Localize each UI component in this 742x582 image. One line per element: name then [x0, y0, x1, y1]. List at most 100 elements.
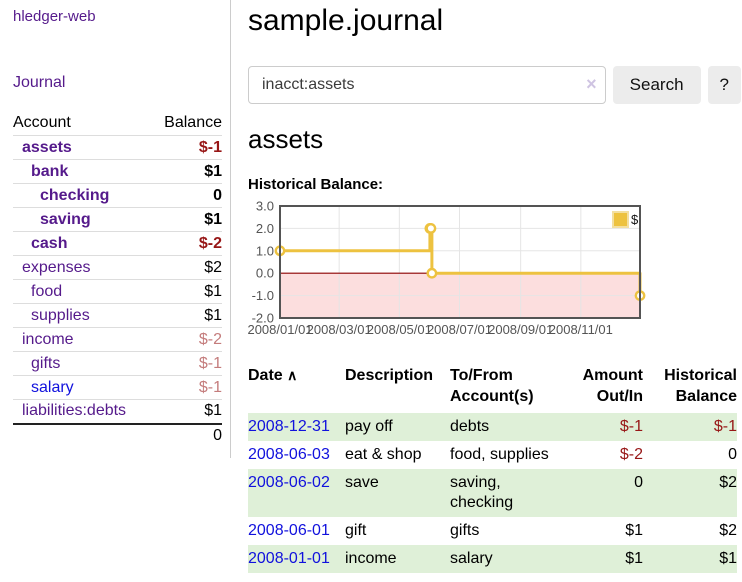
help-button[interactable]: ? [707, 66, 741, 104]
account-balance: $1 [204, 162, 222, 180]
transaction-description: save [345, 474, 379, 491]
account-row: saving $1 [13, 207, 222, 232]
transaction-date[interactable]: 2008-06-03 [248, 441, 345, 469]
account-row: gifts $-1 [13, 351, 222, 376]
register-row: 2008-06-01 gift gifts $1 $2 [248, 517, 737, 545]
account-link[interactable]: cash [31, 234, 68, 252]
transaction-balance: $2 [719, 522, 737, 539]
brand-link-text[interactable]: hledger-web [13, 8, 96, 25]
search-input-wrap: × [248, 66, 606, 104]
svg-text:-2.0: -2.0 [252, 311, 274, 326]
balance-column-header: Balance [164, 114, 222, 131]
transaction-accounts: saving, checking [450, 474, 514, 511]
transaction-date[interactable]: 2008-06-01 [248, 517, 345, 545]
sidebar-item-journal[interactable]: Journal [13, 74, 222, 92]
date-link[interactable]: 2008-06-02 [248, 474, 330, 491]
journal-link-text[interactable]: Journal [13, 74, 66, 91]
svg-text:2.0: 2.0 [256, 221, 274, 236]
svg-text:2008/09/01: 2008/09/01 [488, 322, 553, 337]
historical-balance-chart[interactable]: $3.0 2.0 1.0 0.0 -1.0 -2.0 2008/01/01 2008/03/0… [247, 199, 648, 342]
sidebar-accounts-table: Account Balance assets $-1 bank $1 checking 0… [13, 111, 222, 448]
accounts-column-header: To/From Account(s) [450, 367, 534, 405]
account-row: assets $-1 [13, 135, 222, 160]
account-balance: 0 [213, 186, 222, 204]
account-link[interactable]: checking [40, 186, 110, 204]
transaction-accounts: gifts [450, 522, 480, 539]
transaction-date[interactable]: 2008-01-01 [248, 545, 345, 573]
account-row: checking 0 [13, 183, 222, 208]
account-link[interactable]: food [31, 282, 63, 300]
account-row: cash $-2 [13, 231, 222, 256]
transaction-accounts: debts [450, 418, 490, 435]
transaction-description: gift [345, 522, 367, 539]
chart-title: Historical Balance: [248, 176, 384, 193]
account-row: liabilities:debts $1 [13, 399, 222, 424]
account-row: food $1 [13, 279, 222, 304]
date-link[interactable]: 2008-06-01 [248, 522, 330, 539]
account-link[interactable]: gifts [31, 354, 61, 372]
register-row: 2008-01-01 income salary $1 $1 [248, 545, 737, 573]
account-balance: $-1 [198, 354, 222, 372]
account-balance: $-1 [198, 378, 222, 396]
account-link[interactable]: saving [40, 210, 91, 228]
svg-text:1.0: 1.0 [256, 243, 274, 258]
transaction-amount: 0 [634, 474, 643, 491]
search-button[interactable]: Search [612, 66, 701, 104]
svg-text:0.0: 0.0 [256, 266, 274, 281]
account-balance: $-2 [198, 330, 222, 348]
date-link[interactable]: 2008-01-01 [248, 550, 330, 567]
svg-text:2008/03/01: 2008/03/01 [307, 322, 372, 337]
description-column-header: Description [345, 367, 434, 384]
svg-text:2008/05/01: 2008/05/01 [367, 322, 432, 337]
date-link[interactable]: 2008-12-31 [248, 418, 330, 435]
transaction-description: pay off [345, 418, 393, 435]
account-link[interactable]: expenses [22, 258, 91, 276]
account-row: expenses $2 [13, 255, 222, 280]
svg-text:$: $ [631, 212, 639, 227]
account-link[interactable]: assets [22, 138, 72, 156]
amount-column-header: Amount Out/In [582, 367, 643, 405]
date-link[interactable]: 2008-06-03 [248, 446, 330, 463]
svg-text:2008/11/01: 2008/11/01 [549, 322, 613, 337]
transaction-amount: $-2 [619, 446, 643, 463]
page-title: sample.journal [248, 4, 444, 37]
transaction-balance: $1 [719, 550, 737, 567]
account-column-header: Account [13, 114, 71, 131]
account-balance: $1 [204, 402, 222, 420]
transaction-balance: $2 [719, 474, 737, 491]
account-link[interactable]: salary [31, 378, 74, 396]
transaction-balance: $-1 [713, 418, 737, 435]
account-link[interactable]: supplies [31, 306, 90, 324]
transaction-accounts: salary [450, 550, 493, 567]
account-link[interactable]: income [22, 330, 74, 348]
svg-text:2008/01/01: 2008/01/01 [247, 322, 312, 337]
register-row: 2008-06-03 eat & shop food, supplies $-2 0 [248, 441, 737, 469]
search-input[interactable] [248, 66, 606, 104]
date-column-header[interactable]: Date ∧ [248, 367, 298, 384]
brand-link[interactable]: hledger-web [13, 8, 222, 25]
transaction-date[interactable]: 2008-12-31 [248, 413, 345, 441]
account-row: bank $1 [13, 159, 222, 184]
transaction-amount: $1 [625, 550, 643, 567]
accounts-total-row: 0 [13, 423, 222, 448]
register-row: 2008-12-31 pay off debts $-1 $-1 [248, 413, 737, 441]
transaction-balance: 0 [728, 446, 737, 463]
sort-ascending-icon: ∧ [287, 367, 298, 383]
transaction-amount: $1 [625, 522, 643, 539]
register-table: Date ∧ Description To/From Account(s) Am… [248, 363, 737, 573]
account-balance: $1 [204, 306, 222, 324]
register-header-row: Date ∧ Description To/From Account(s) Am… [248, 363, 737, 413]
clear-search-icon[interactable]: × [586, 74, 597, 94]
search-form: × Search ? [248, 66, 741, 104]
account-balance: $1 [204, 210, 222, 228]
account-heading: assets [248, 124, 324, 154]
account-balance: $-2 [198, 234, 222, 252]
account-balance: $1 [204, 282, 222, 300]
svg-text:3.0: 3.0 [256, 199, 274, 214]
account-link[interactable]: bank [31, 162, 69, 180]
register-row: 2008-06-02 save saving, checking 0 $2 [248, 469, 737, 517]
main-content: sample.journal × Search ? assets Histori… [231, 0, 741, 573]
account-row: supplies $1 [13, 303, 222, 328]
account-link[interactable]: liabilities:debts [22, 402, 127, 420]
transaction-date[interactable]: 2008-06-02 [248, 469, 345, 517]
